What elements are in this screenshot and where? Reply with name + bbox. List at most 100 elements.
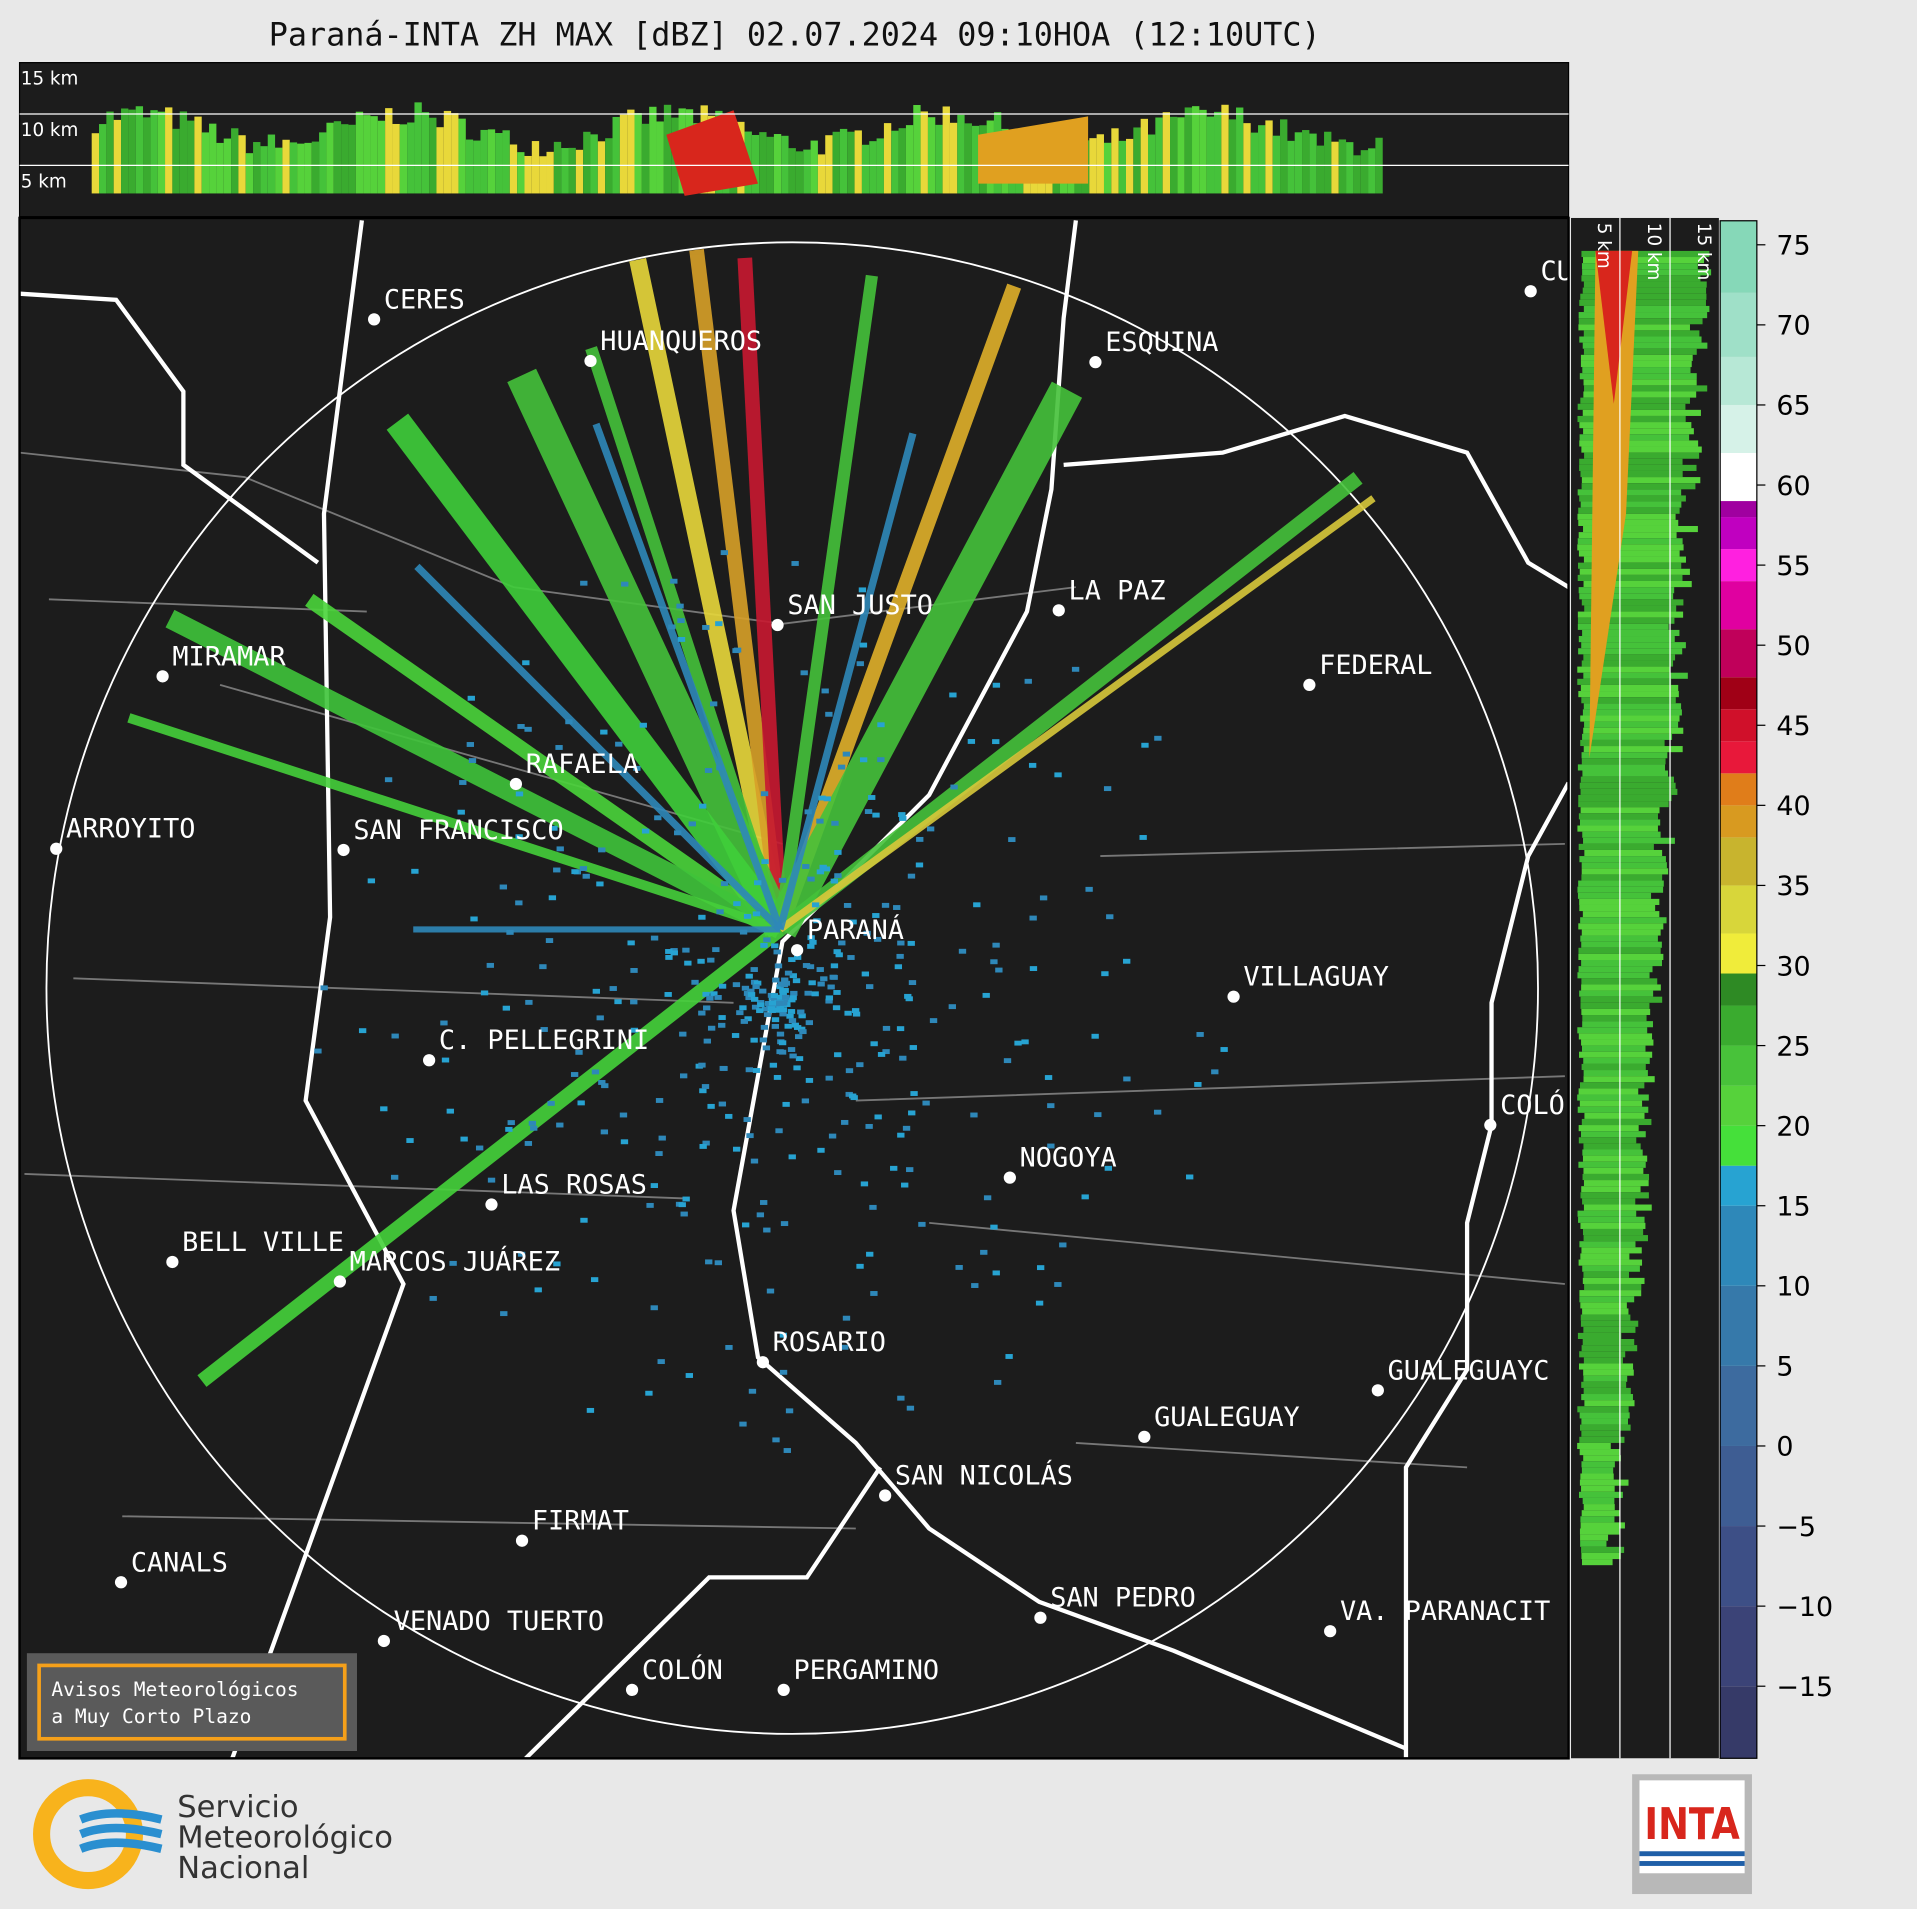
echo-speck [772, 1437, 780, 1443]
echo-speck [802, 864, 810, 869]
city-label: PARANÁ [807, 914, 904, 946]
echo-row [1577, 666, 1671, 673]
echo-speck [688, 821, 696, 827]
echo-column [1360, 150, 1369, 194]
echo-speck [771, 943, 779, 949]
echo-speck [714, 1260, 722, 1266]
echo-speck [598, 847, 606, 853]
echo-row [1582, 1265, 1640, 1272]
echo-speck [1059, 1242, 1067, 1248]
echo-speck [882, 1049, 890, 1055]
echo-speck [1106, 914, 1114, 920]
echo-speck [739, 1421, 747, 1427]
echo-row [1578, 1125, 1639, 1132]
echo-row [1584, 721, 1679, 728]
echo-speck [915, 862, 924, 868]
echo-speck [860, 1181, 869, 1187]
echo-column [311, 141, 320, 194]
echo-row [1584, 849, 1663, 857]
echo-speck [783, 1448, 791, 1453]
echo-column [1221, 104, 1229, 194]
echo-row [1582, 287, 1707, 294]
echo-speck [793, 1065, 801, 1071]
smn-ring [33, 1779, 144, 1890]
echo-speck [760, 1024, 769, 1030]
echo-speck [703, 1005, 711, 1011]
core-echo [666, 110, 758, 196]
echo-speck [929, 1018, 938, 1024]
echo-speck [776, 1000, 784, 1006]
echo-speck [763, 1227, 771, 1233]
inta-inner [1639, 1780, 1745, 1874]
echo-column [524, 155, 532, 194]
echo-speck [971, 1283, 979, 1288]
echo-speck [809, 939, 817, 945]
city-label: CERES [384, 284, 465, 315]
echo-column [1103, 142, 1112, 194]
echo-speck [830, 963, 839, 969]
city-label: SAN FRANCISCO [353, 815, 563, 846]
colorbar-band [1720, 501, 1757, 518]
echo-row [1581, 752, 1668, 759]
echo-speck [592, 988, 600, 994]
echo-speck [528, 1120, 537, 1126]
echo-speck [799, 1029, 807, 1035]
echo-speck [601, 1083, 609, 1089]
echo-speck [745, 995, 753, 1001]
echo-row [1582, 342, 1708, 349]
echo-speck [835, 952, 843, 958]
echo-speck [770, 997, 778, 1003]
echo-speck [633, 765, 641, 771]
echo-speck [890, 1165, 898, 1171]
echo-row [1579, 1082, 1645, 1089]
echo-speck [866, 1251, 874, 1257]
echo-row [1578, 966, 1653, 973]
echo-speck [787, 1047, 796, 1052]
range-ring [45, 241, 1539, 1735]
city-dot [114, 1576, 128, 1589]
echo-column [539, 156, 547, 194]
echo-speck [842, 1315, 851, 1321]
echo-speck [650, 935, 659, 941]
city-dot [1371, 1384, 1384, 1397]
echo-column [260, 146, 268, 194]
echo-speck [896, 1026, 905, 1032]
echo-column [1147, 134, 1156, 194]
echo-speck [732, 982, 741, 988]
echo-speck [851, 1008, 860, 1013]
echo-row [1583, 525, 1698, 533]
echo-column [209, 123, 217, 194]
height-label: 5 km [1593, 223, 1614, 269]
echo-speck [680, 1211, 688, 1217]
echo-speck [1028, 762, 1037, 768]
echo-speck [807, 943, 815, 949]
echo-speck [787, 1009, 796, 1014]
echo-speck [798, 1026, 806, 1032]
echo-column [1346, 142, 1354, 194]
echo-column [1155, 117, 1163, 194]
echo-column [121, 108, 129, 194]
radar-ray [414, 563, 783, 933]
echo-column [1309, 133, 1317, 194]
echo-speck [1054, 1282, 1062, 1287]
smn-text: Nacional [177, 1851, 309, 1886]
echo-row [1581, 862, 1667, 869]
colorbar-label: 50 [1776, 631, 1810, 662]
echo-row [1583, 1204, 1652, 1211]
echo-row [1581, 874, 1663, 881]
radar-ray [775, 472, 1363, 936]
echo-speck [467, 695, 475, 701]
echo-row [1578, 587, 1675, 594]
echo-speck [906, 1405, 915, 1411]
echo-speck [547, 1100, 555, 1106]
echo-column [583, 131, 591, 194]
echo-speck [530, 1125, 538, 1131]
echo-row [1581, 1485, 1615, 1492]
echo-speck [816, 967, 824, 972]
echo-speck [739, 1005, 747, 1011]
echo-speck [596, 1015, 604, 1021]
echo-speck [709, 701, 718, 707]
echo-speck [894, 964, 903, 970]
echo-column [414, 102, 422, 194]
echo-row [1580, 684, 1679, 692]
